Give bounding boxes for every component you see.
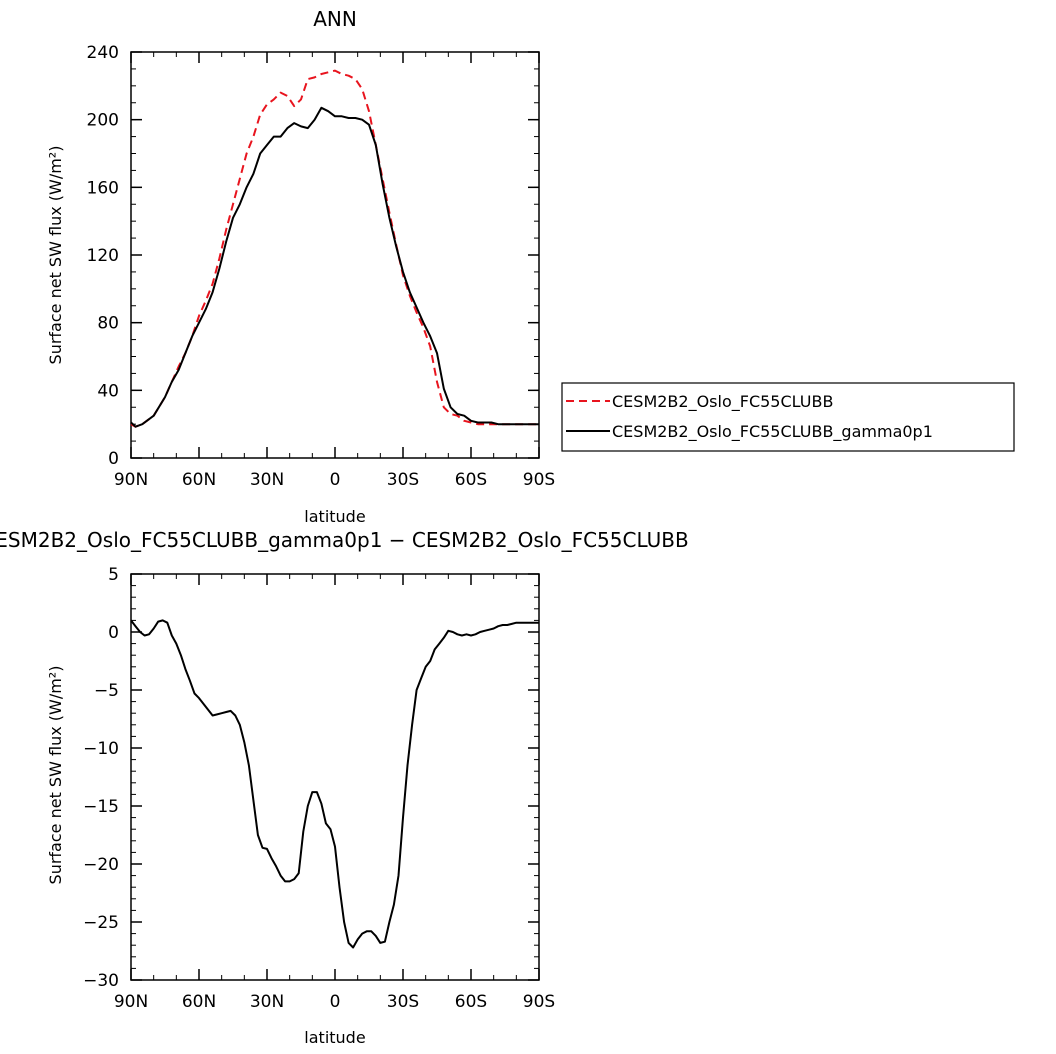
top-panel: ANN 90N 60N 30N 0 30S 60S 90S 0 40 80 120 160 200 240… [46, 7, 555, 526]
x-tick-label: 90S [523, 992, 555, 1012]
legend-label-series-1: CESM2B2_Oslo_FC55CLUBB [612, 392, 833, 412]
y-tick-label: −15 [83, 797, 119, 817]
bottom-plot-area: 90N 60N 30N 0 30S 60S 90S −30 −25 −20 −15 −10 −5 0 5 [83, 565, 555, 1012]
x-tick-label: 60S [455, 470, 487, 490]
x-tick-label: 30N [250, 992, 284, 1012]
bottom-y-axis-label: Surface net SW flux (W/m²) [46, 666, 65, 885]
y-tick-label: 80 [97, 314, 119, 334]
x-tick-label: 0 [330, 470, 341, 490]
y-tick-label: 240 [87, 43, 119, 63]
y-tick-label: −5 [94, 681, 119, 701]
y-tick-label: 40 [97, 381, 119, 401]
y-tick-label: 0 [108, 449, 119, 469]
x-tick-label: 90S [523, 470, 555, 490]
top-plot-area: 90N 60N 30N 0 30S 60S 90S 0 40 80 120 160 200 240 [87, 43, 556, 490]
y-tick-label: −30 [83, 971, 119, 991]
series-line-1 [130, 69, 539, 428]
x-tick-label: 60N [182, 470, 216, 490]
legend-box [561, 382, 1015, 452]
bottom-x-axis-label: latitude [304, 1028, 365, 1047]
legend-label-series-2: CESM2B2_Oslo_FC55CLUBB_gamma0p1 [612, 422, 933, 442]
series-line-2 [130, 106, 539, 428]
y-tick-label: 160 [87, 178, 119, 198]
series-line-1 [130, 619, 539, 949]
x-tick-label: 90N [114, 470, 148, 490]
y-tick-label: 120 [87, 246, 119, 266]
x-tick-label: 60S [455, 992, 487, 1012]
x-tick-label: 30S [387, 992, 419, 1012]
y-tick-label: 0 [108, 623, 119, 643]
plot-frame [130, 51, 540, 459]
top-y-axis-label: Surface net SW flux (W/m²) [46, 146, 65, 365]
y-tick-label: 5 [108, 565, 119, 585]
x-tick-label: 30N [250, 470, 284, 490]
top-x-axis-label: latitude [304, 507, 365, 526]
x-tick-label: 90N [114, 992, 148, 1012]
x-tick-label: 60N [182, 992, 216, 1012]
x-tick-label: 0 [330, 992, 341, 1012]
x-tick-label: 30S [387, 470, 419, 490]
y-tick-label: −25 [83, 913, 119, 933]
y-tick-label: −20 [83, 855, 119, 875]
top-legend: CESM2B2_Oslo_FC55CLUBB CESM2B2_Oslo_FC55… [561, 382, 1015, 452]
bottom-panel: CESM2B2_Oslo_FC55CLUBB_gamma0p1 − CESM2B… [0, 528, 689, 1047]
bottom-chart-title: CESM2B2_Oslo_FC55CLUBB_gamma0p1 − CESM2B… [0, 528, 689, 552]
y-tick-label: −10 [83, 739, 119, 759]
top-chart-title: ANN [313, 7, 357, 31]
y-tick-label: 200 [87, 111, 119, 131]
plot-frame [130, 573, 540, 981]
